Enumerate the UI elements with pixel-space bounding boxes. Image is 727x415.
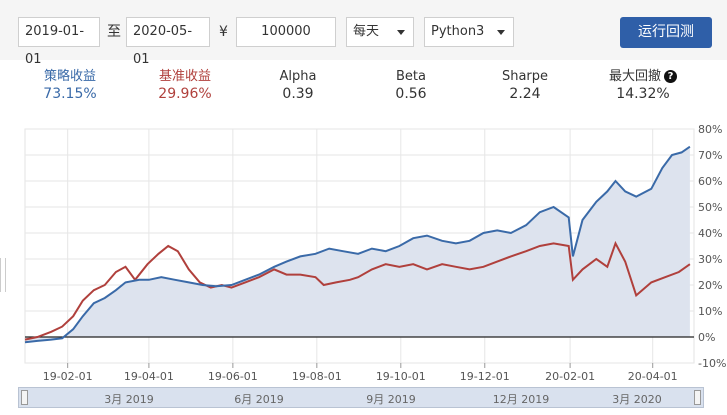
frequency-select[interactable]: 每天 — [346, 17, 414, 47]
stat-value: 14.32% — [616, 86, 670, 102]
x-tick-label: 19-06-01 — [208, 370, 258, 383]
y-tick-label: 70% — [698, 149, 722, 162]
language-value: Python3 — [431, 24, 485, 39]
y-tick-label: 30% — [698, 253, 722, 266]
y-tick-label: -10% — [698, 357, 726, 370]
x-tick-label: 20-04-01 — [628, 370, 678, 383]
navigator-label: 3月 2020 — [612, 393, 662, 406]
stat-value: 29.96% — [158, 86, 212, 102]
stat-value: 2.24 — [509, 86, 541, 102]
stat-value: 0.39 — [282, 86, 314, 102]
stat-value: 0.56 — [395, 86, 427, 102]
chevron-down-icon — [397, 30, 405, 35]
panel-resize-handle[interactable] — [0, 258, 6, 292]
stat-max-drawdown: 最大回撤? 14.32% — [588, 69, 698, 103]
stat-name: 基准收益 — [158, 69, 211, 84]
stat-name: 最大回撤 — [608, 69, 661, 84]
stat-strategy-return: 策略收益 73.15% — [20, 69, 120, 103]
end-date-input[interactable]: 2020-05-01 — [126, 17, 210, 67]
run-backtest-button[interactable]: 运行回测 — [620, 17, 712, 48]
x-tick-label: 19-08-01 — [292, 370, 342, 383]
stat-name: Beta — [396, 69, 426, 84]
range-navigator[interactable]: 3月 2019 6月 2019 9月 2019 12月 2019 3月 2020 — [18, 387, 704, 408]
stat-value: 73.15% — [43, 86, 97, 102]
x-tick-label: 20-02-01 — [545, 370, 595, 383]
x-tick-label: 19-12-01 — [460, 370, 510, 383]
stat-beta: Beta 0.56 — [361, 69, 461, 103]
x-tick-label: 19-10-01 — [376, 370, 426, 383]
strategy-area — [25, 146, 690, 343]
y-tick-label: 50% — [698, 201, 722, 214]
date-range-separator: 至 — [107, 24, 121, 40]
stat-alpha: Alpha 0.39 — [248, 69, 348, 103]
returns-chart: 80% 70% 60% 50% 40% 30% 20% 10% 0% -10% 19-02-01 19… — [24, 123, 726, 383]
stat-name: Alpha — [279, 69, 317, 84]
y-tick-label: 80% — [698, 123, 722, 136]
stat-name: Sharpe — [501, 69, 549, 84]
y-tick-label: 10% — [698, 305, 722, 318]
start-date-input[interactable]: 2019-01-01 — [18, 17, 100, 67]
chevron-down-icon — [497, 30, 505, 35]
navigator-label: 9月 2019 — [366, 393, 416, 406]
currency-symbol: ¥ — [219, 24, 228, 40]
language-select[interactable]: Python3 — [424, 17, 514, 47]
x-tick-label: 19-02-01 — [43, 370, 93, 383]
navigator-label: 12月 2019 — [492, 393, 550, 406]
frequency-value: 每天 — [353, 24, 380, 39]
y-tick-label: 20% — [698, 279, 722, 292]
x-tick-label: 19-04-01 — [124, 370, 174, 383]
y-tick-label: 60% — [698, 175, 722, 188]
y-tick-label: 40% — [698, 227, 722, 240]
benchmark-return-line — [24, 240, 691, 341]
stat-name-row: 最大回撤? — [588, 69, 698, 85]
navigator-right-handle[interactable] — [694, 390, 701, 405]
navigator-label: 3月 2019 — [104, 393, 154, 406]
capital-input[interactable]: 100000 — [236, 17, 336, 47]
stat-sharpe: Sharpe 2.24 — [475, 69, 575, 103]
backtest-toolbar: 2019-01-01 至 2020-05-01 ¥ 100000 每天 Pyth… — [0, 0, 727, 67]
stat-name: 策略收益 — [43, 69, 96, 84]
strategy-return-line — [24, 145, 691, 344]
navigator-label: 6月 2019 — [234, 393, 284, 406]
help-icon[interactable]: ? — [664, 70, 677, 83]
navigator-left-handle[interactable] — [21, 390, 28, 405]
y-tick-label: 0% — [698, 331, 715, 344]
stat-benchmark-return: 基准收益 29.96% — [135, 69, 235, 103]
